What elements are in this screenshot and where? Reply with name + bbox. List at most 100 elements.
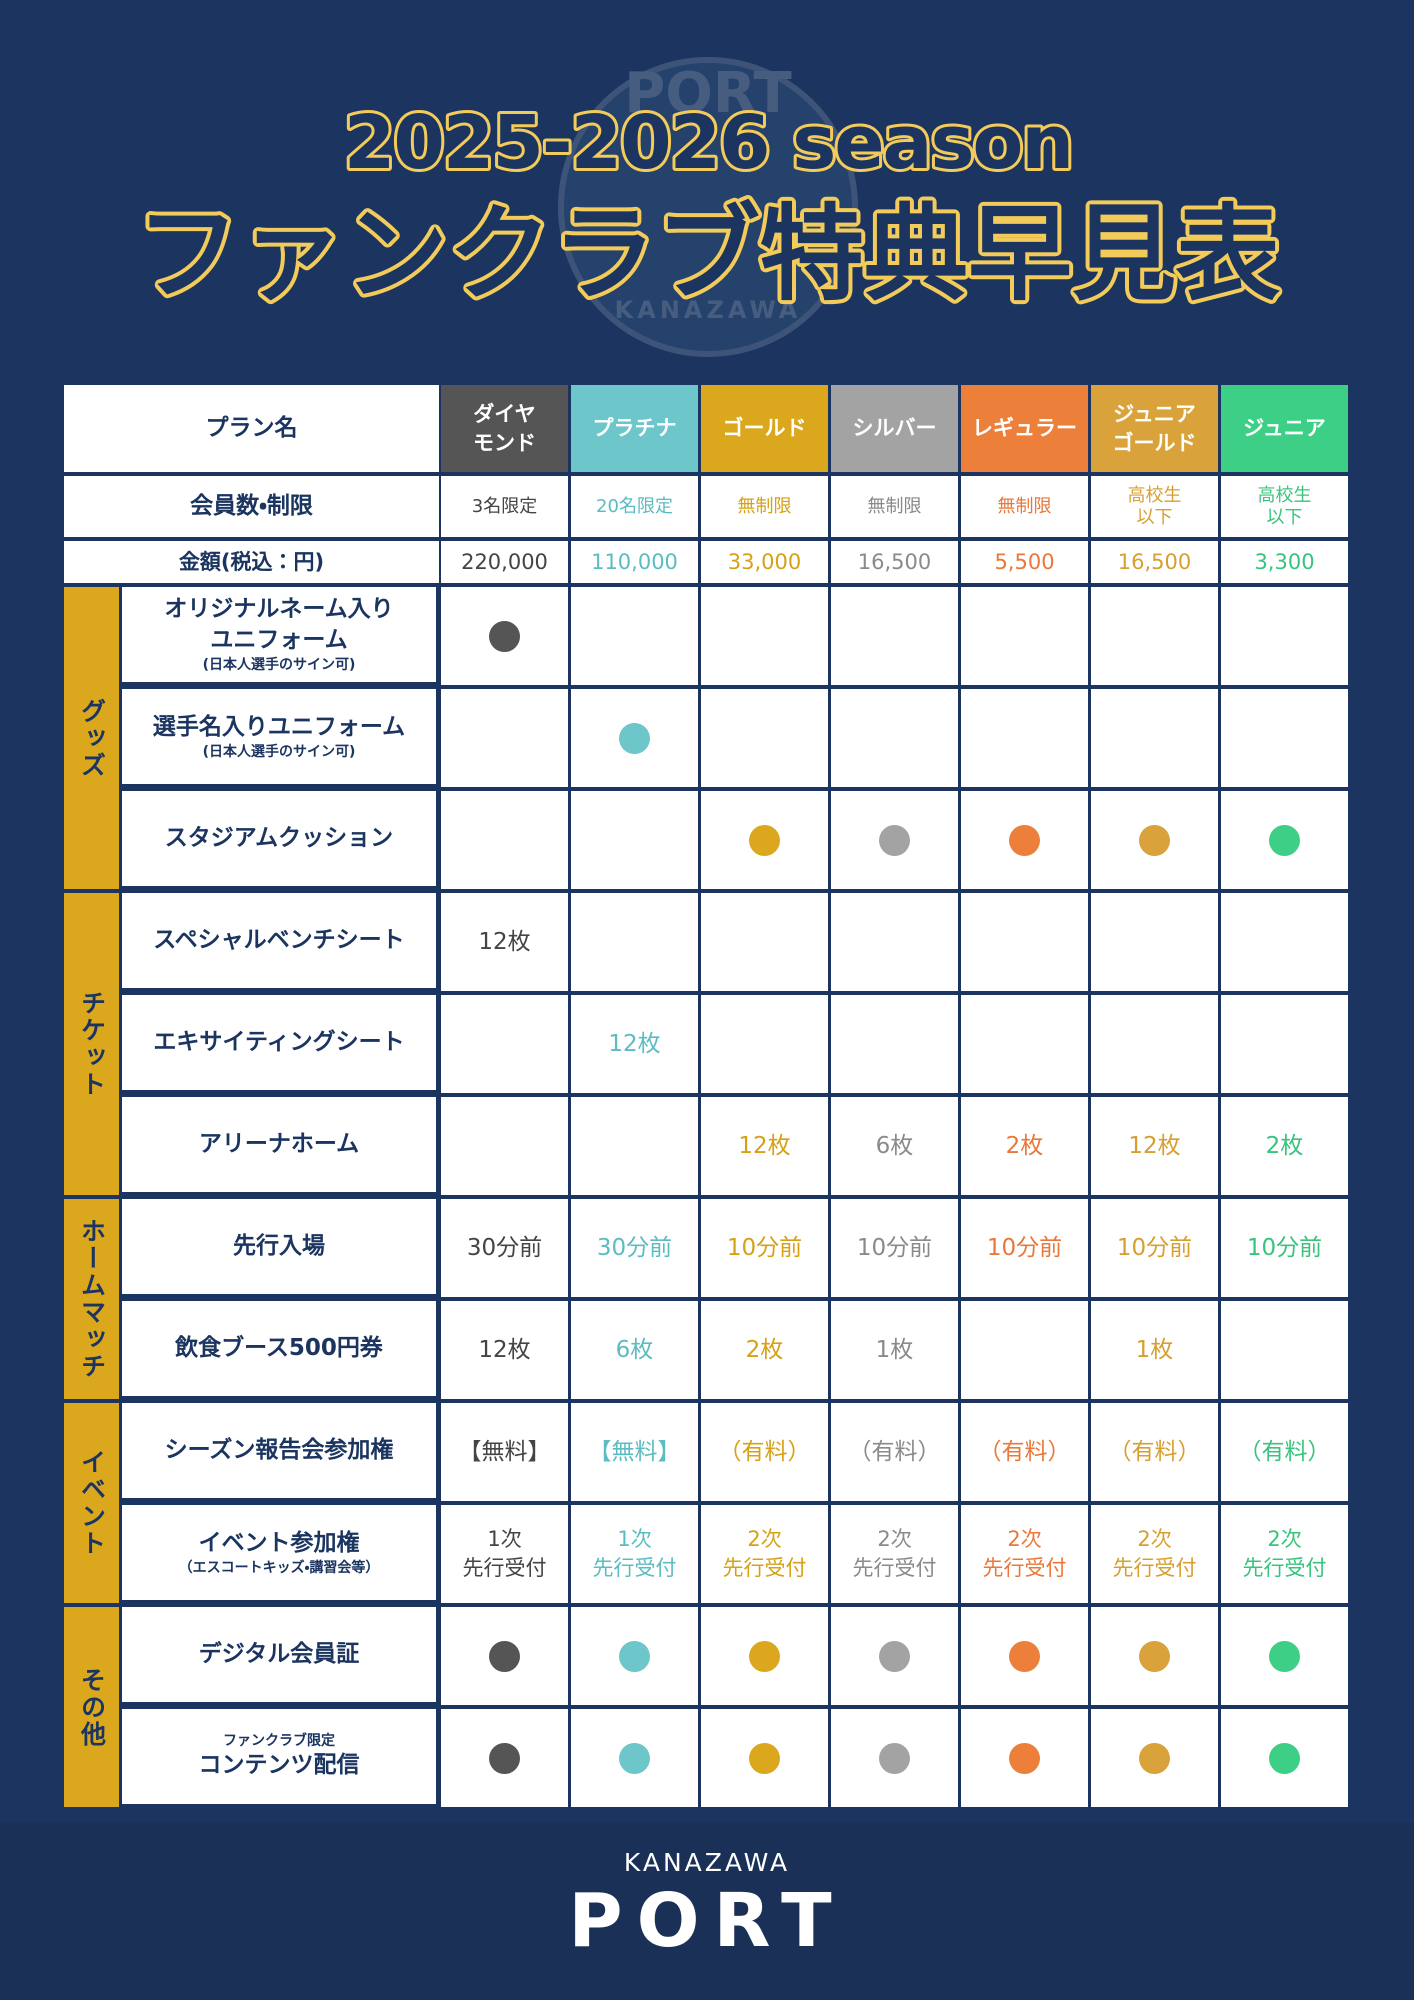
value-text: （有料）	[978, 1438, 1071, 1465]
row-label-cell: イベント参加権 （エスコートキッズ・講習会等）	[122, 1505, 439, 1603]
value-cell: 12枚	[701, 1097, 828, 1195]
row-label: スタジアムクッション	[164, 824, 394, 851]
members-cell: 高校生 以下	[1221, 476, 1348, 537]
value-text: （有料）	[848, 1438, 941, 1465]
value-cell: 2次 先行受付	[1091, 1505, 1218, 1603]
value-cell: 10分前	[1221, 1199, 1348, 1297]
row-prefix: ファンクラブ限定	[223, 1732, 335, 1749]
value-text: 2次 先行受付	[1242, 1526, 1327, 1580]
value-cell: 1次 先行受付	[571, 1505, 698, 1603]
value-text: 12枚	[478, 1336, 531, 1363]
members-cell: 3名限定	[441, 476, 568, 537]
dot	[879, 1640, 910, 1672]
value-cell	[571, 791, 698, 889]
value-cell: 30分前	[441, 1199, 568, 1297]
plan-name: プラチナ	[571, 385, 698, 472]
value-cell	[1091, 689, 1218, 787]
value-cell: 1枚	[831, 1301, 958, 1399]
value-cell	[571, 689, 698, 787]
value-cell	[701, 1607, 828, 1705]
price-cell: 16,500	[1091, 541, 1218, 583]
value-text: 1枚	[1135, 1336, 1174, 1363]
plan-label: プラン名	[64, 385, 439, 472]
value-cell	[831, 791, 958, 889]
row-label-cell: スペシャルベンチシート	[122, 893, 439, 991]
row-label: エキサイティングシート	[153, 1028, 405, 1055]
value-text: 2枚	[1005, 1132, 1044, 1159]
price-cell: 3,300	[1221, 541, 1348, 583]
value-cell	[1221, 791, 1348, 889]
value-text: 【無料】	[588, 1438, 681, 1465]
value-text: 10分前	[1246, 1234, 1323, 1261]
value-cell	[1091, 1709, 1218, 1807]
category: ホームマッチ	[64, 1199, 119, 1399]
value-cell	[701, 587, 828, 685]
value-cell	[571, 1709, 698, 1807]
price-cell: 16,500	[831, 541, 958, 583]
value-cell	[1221, 1607, 1348, 1705]
members-cell: 高校生 以下	[1091, 476, 1218, 537]
value-cell	[701, 791, 828, 889]
dot	[1139, 1640, 1170, 1672]
row-label: 選手名入りユニフォーム	[152, 713, 406, 740]
price-cell: 5,500	[961, 541, 1088, 583]
category: チケット	[64, 893, 119, 1195]
value-cell	[571, 1097, 698, 1195]
value-cell	[1091, 1607, 1218, 1705]
value-cell	[441, 689, 568, 787]
value-cell	[1221, 995, 1348, 1093]
value-cell: 2枚	[701, 1301, 828, 1399]
value-cell: 【無料】	[571, 1403, 698, 1501]
value-text: 【無料】	[458, 1438, 551, 1465]
row-label-cell: デジタル会員証	[122, 1607, 439, 1705]
plan-name: ジュニア	[1221, 385, 1348, 472]
value-text: 2枚	[1265, 1132, 1304, 1159]
row-label: デジタル会員証	[198, 1640, 360, 1667]
row-label: シーズン報告会参加権	[164, 1436, 394, 1463]
row-label-cell: 選手名入りユニフォーム (日本人選手のサイン可)	[122, 689, 439, 787]
value-cell	[1221, 587, 1348, 685]
row-label: スペシャルベンチシート	[153, 926, 405, 953]
value-text: 10分前	[986, 1234, 1063, 1261]
value-cell	[701, 689, 828, 787]
members-cell: 無制限	[961, 476, 1088, 537]
dot	[749, 1742, 780, 1774]
value-cell: 10分前	[961, 1199, 1088, 1297]
value-cell	[1221, 893, 1348, 991]
value-cell	[1091, 791, 1218, 889]
value-cell	[961, 587, 1088, 685]
value-cell	[441, 1097, 568, 1195]
plan-name: ジュニア ゴールド	[1091, 385, 1218, 472]
value-text: 1次 先行受付	[462, 1526, 547, 1580]
row-note: （エスコートキッズ・講習会等）	[178, 1559, 380, 1576]
value-cell	[1221, 1709, 1348, 1807]
members-cell: 20名限定	[571, 476, 698, 537]
dot	[1269, 1640, 1300, 1672]
plan-name: レギュラー	[961, 385, 1088, 472]
value-cell	[571, 893, 698, 991]
dot	[1139, 1742, 1170, 1774]
row-label: 先行入場	[233, 1232, 325, 1259]
value-text: 1枚	[875, 1336, 914, 1363]
value-cell: 10分前	[1091, 1199, 1218, 1297]
value-cell	[571, 1607, 698, 1705]
dot	[1009, 824, 1040, 856]
members-cell: 無制限	[701, 476, 828, 537]
row-label-cell: オリジナルネーム入り ユニフォーム (日本人選手のサイン可)	[122, 587, 439, 685]
row-label: イベント参加権	[198, 1529, 360, 1556]
footer: KANAZAWA PORT	[0, 1822, 1414, 2000]
row-label: 飲食ブース500円券	[175, 1334, 383, 1361]
dot	[749, 824, 780, 856]
value-cell: 12枚	[571, 995, 698, 1093]
value-text: 2枚	[745, 1336, 784, 1363]
logo-bottom: KANAZAWA	[615, 296, 802, 324]
dot	[1009, 1742, 1040, 1774]
value-text: （有料）	[1108, 1438, 1201, 1465]
value-cell: 2次 先行受付	[1221, 1505, 1348, 1603]
dot	[749, 1640, 780, 1672]
value-cell: 6枚	[831, 1097, 958, 1195]
value-cell	[1221, 1301, 1348, 1399]
value-cell: 10分前	[831, 1199, 958, 1297]
title: ファンクラブ特典早見表	[136, 193, 1280, 315]
footer-brand: PORT	[568, 1878, 846, 1964]
